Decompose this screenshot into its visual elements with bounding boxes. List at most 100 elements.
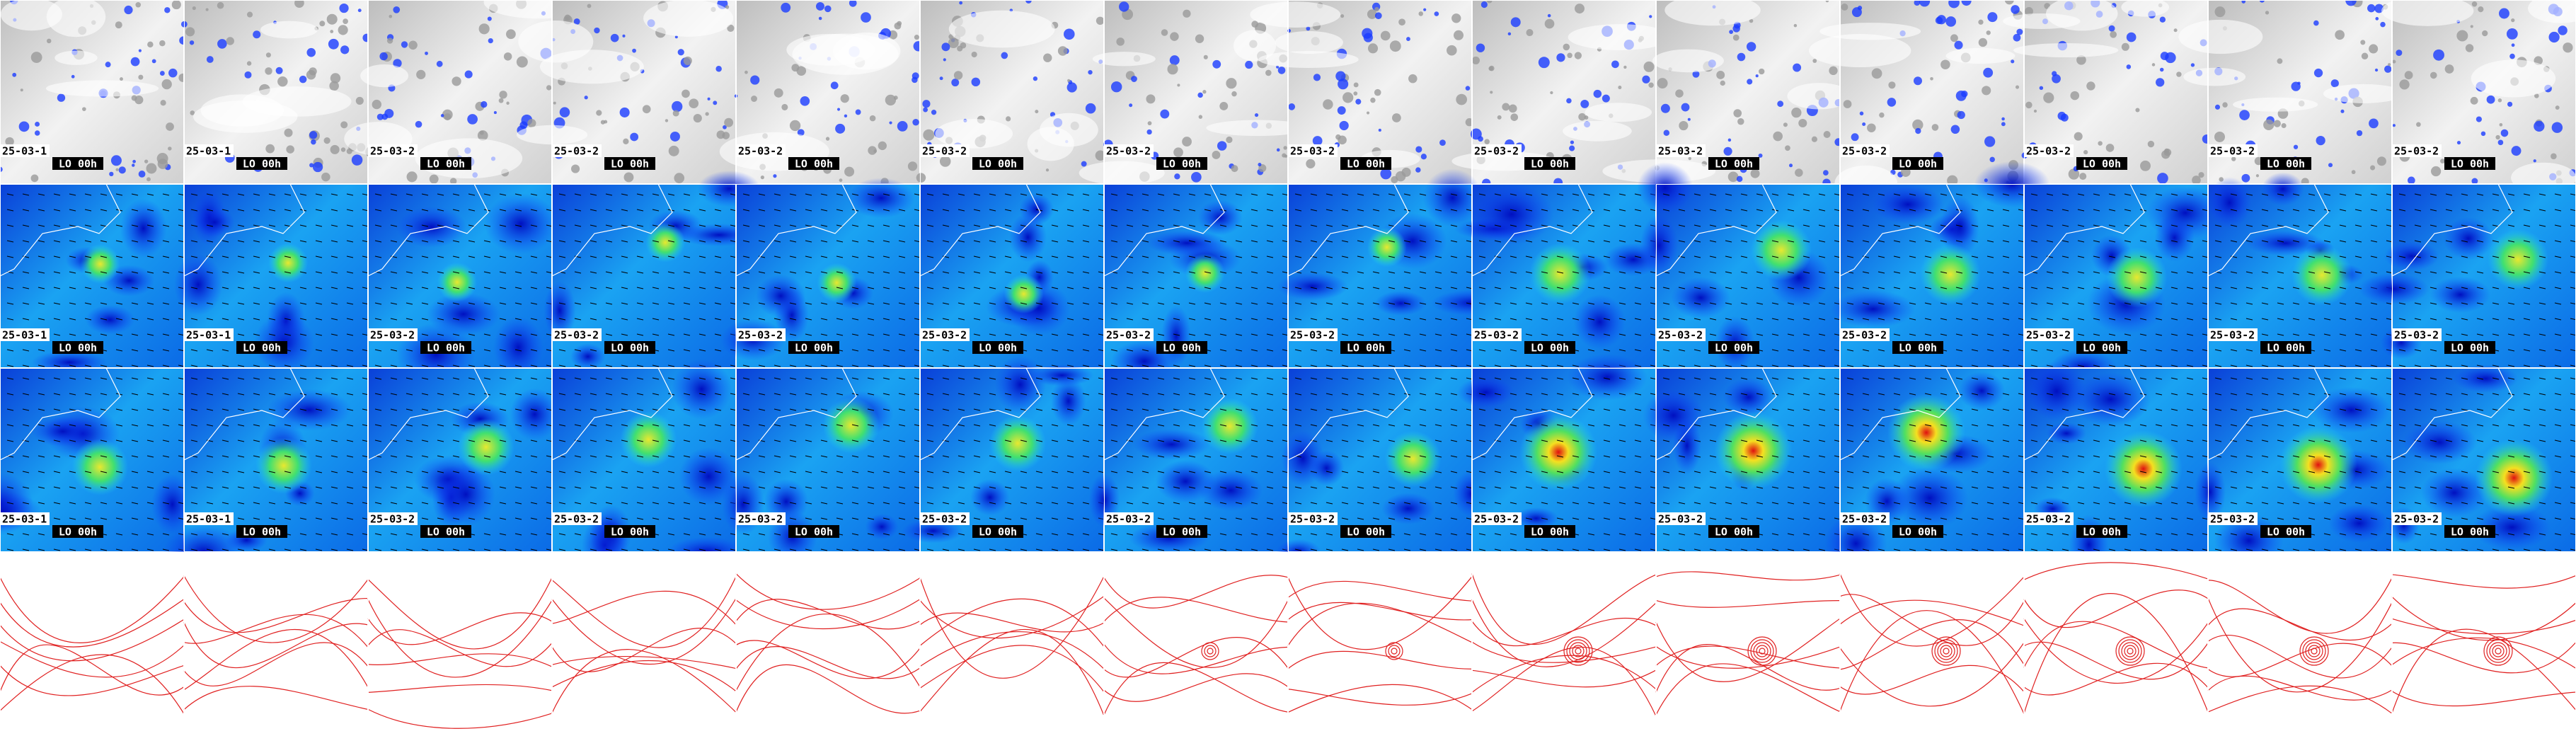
wind-barb <box>1188 333 1196 336</box>
wind-barb <box>115 364 123 367</box>
wind-barb <box>268 471 276 473</box>
wind-barb <box>468 364 476 367</box>
wind-barb <box>2062 377 2069 380</box>
wind-barb <box>1110 439 1118 442</box>
cloud-speck <box>824 5 832 13</box>
cloud-speck <box>1160 109 1170 119</box>
wind-barb <box>1035 287 1043 289</box>
wind-barb <box>2492 333 2500 336</box>
wind-barb <box>284 393 292 396</box>
run-label: LO 00h <box>1531 342 1569 355</box>
wind-barb <box>1357 224 1364 227</box>
wind-barb <box>1940 439 1948 442</box>
wind-barb <box>1004 255 1012 258</box>
wind-barb <box>330 502 338 505</box>
wind-barb <box>499 471 507 473</box>
wind-barb <box>390 364 398 367</box>
run-box <box>2076 157 2127 170</box>
wind-barb <box>1587 439 1595 442</box>
wind-barb <box>1051 533 1059 536</box>
wind-barb <box>1924 302 1932 305</box>
cloud-speck <box>1423 8 1427 11</box>
cloud-speck <box>1420 154 1427 160</box>
wind-barb <box>1525 424 1533 427</box>
wind-barb <box>390 318 398 321</box>
cloud-speck <box>674 35 678 39</box>
cloud-speck <box>246 61 252 66</box>
cloud-speck <box>571 164 580 173</box>
wind-barb <box>1082 287 1090 289</box>
wind-barb <box>268 364 276 367</box>
wind-barb <box>1082 424 1090 427</box>
cloud-speck <box>1822 170 1829 176</box>
wind-barb <box>330 349 338 352</box>
wind-barb <box>483 502 491 505</box>
cloud-speck <box>393 6 401 13</box>
calm-area <box>1958 372 2006 410</box>
wind-barb <box>882 424 890 427</box>
wind-barb <box>867 255 875 258</box>
wind-barb <box>1787 548 1795 551</box>
cloud-speck <box>330 73 341 84</box>
wind-barb <box>38 255 45 258</box>
wind-barb <box>1235 502 1243 505</box>
wind-barb <box>1082 533 1090 536</box>
wind-barb <box>1909 302 1916 305</box>
cloud-speck <box>35 122 40 127</box>
wind-barb <box>742 224 750 227</box>
date-box <box>368 328 418 341</box>
tile-border <box>1840 184 2024 368</box>
wind-barb <box>882 471 890 473</box>
wind-barb <box>2030 302 2038 305</box>
wind-barb <box>1924 364 1932 367</box>
wind-barb <box>605 502 613 505</box>
wind-barb <box>1955 471 1963 473</box>
wind-barb <box>621 424 628 427</box>
wind-barb <box>1419 193 1427 196</box>
wind-barb <box>452 271 460 274</box>
wind-barb <box>253 224 260 227</box>
wind-barb <box>590 224 597 227</box>
wind-barb <box>483 486 491 489</box>
wind-barb <box>146 455 154 458</box>
wind-barb <box>1862 271 1870 274</box>
wind-barb <box>390 471 398 473</box>
wind-barb <box>1403 364 1411 367</box>
wind-barb <box>652 193 660 196</box>
wind-barb <box>1709 287 1717 289</box>
wind-barb <box>820 287 828 289</box>
wind-barb <box>437 302 444 305</box>
wind-barb <box>1051 548 1059 551</box>
wind-barb <box>1419 502 1427 505</box>
date-label: 25-03-2 <box>738 145 783 158</box>
wind-barb <box>836 364 844 367</box>
date-box <box>1472 144 1522 157</box>
cloud-speck <box>357 8 362 13</box>
wind-barb <box>330 517 338 520</box>
wind-barb <box>1510 349 1517 352</box>
wind-barb <box>514 439 522 442</box>
wind-barb <box>1694 548 1701 551</box>
wind-barb <box>758 271 766 274</box>
date-box <box>1288 144 1338 157</box>
wind-barb <box>1802 408 1810 411</box>
cloud-band <box>1819 23 1921 40</box>
wind-barb <box>1020 302 1028 305</box>
run-box <box>788 525 839 538</box>
cloud-speck <box>1643 61 1655 72</box>
wind-barb <box>2077 240 2085 243</box>
cloud-speck <box>1550 91 1553 95</box>
wind-barb <box>989 377 996 380</box>
wind-barb <box>1020 240 1028 243</box>
wind-barb <box>820 271 828 274</box>
wind-barb <box>1235 548 1243 551</box>
cloud-speck <box>869 115 876 122</box>
wind-barb <box>1618 377 1626 380</box>
cloud-speck <box>840 94 849 103</box>
wind-barb <box>2046 424 2054 427</box>
wind-barb <box>2170 193 2178 196</box>
wind-barb <box>1756 517 1764 520</box>
cloud-speck <box>2470 25 2473 28</box>
wind-barb <box>1419 548 1427 551</box>
wind-barb <box>1678 302 1686 305</box>
